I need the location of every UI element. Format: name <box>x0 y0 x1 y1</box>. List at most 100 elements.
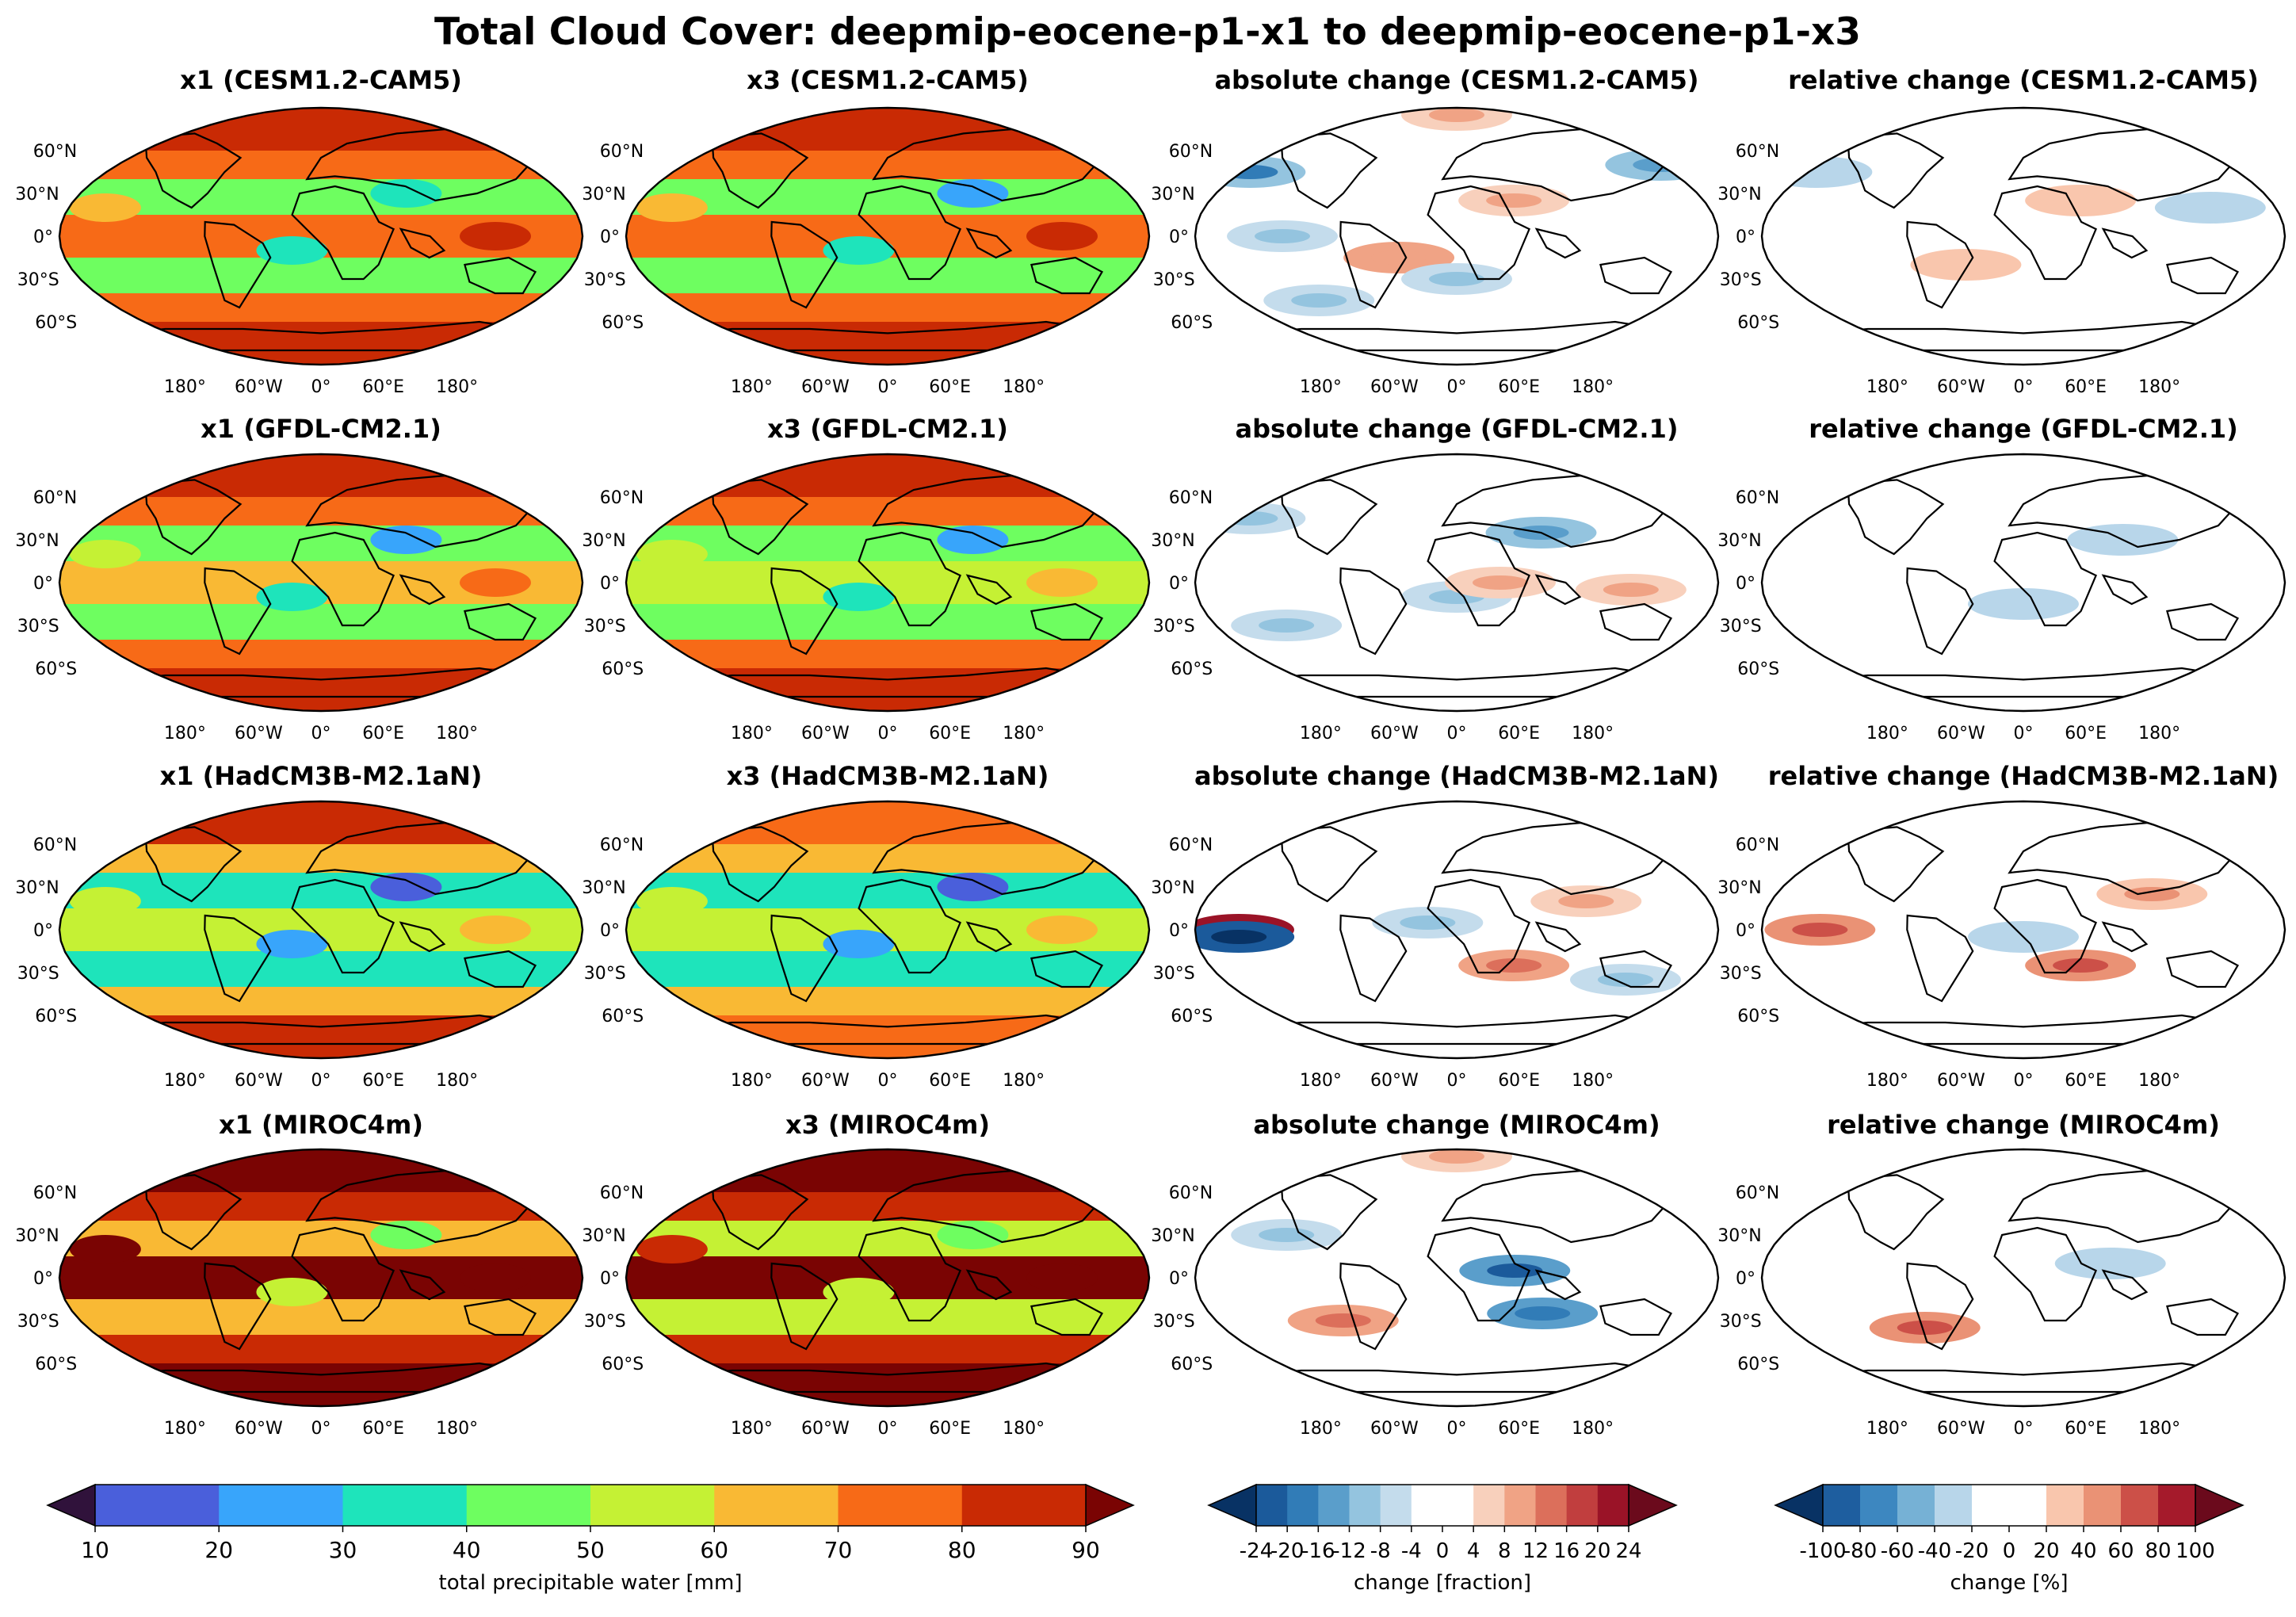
map-outline <box>1760 453 2286 713</box>
lat-tick-label: 60°S <box>35 1355 77 1374</box>
panel-title: relative change (CESM1.2-CAM5) <box>1788 65 2259 95</box>
map-outline <box>625 453 1151 713</box>
field-anomaly <box>937 179 1009 208</box>
coastline <box>305 128 537 202</box>
map-panel: x1 (CESM1.2-CAM5) 60°N 30°N 0° 30°S 60°S 180° 6… <box>15 65 584 397</box>
field-anomaly <box>370 873 442 901</box>
lat-tick-label: 60°N <box>1736 488 1779 508</box>
lon-tick-label: 180° <box>1003 724 1045 744</box>
map-outline <box>1760 106 2286 366</box>
coastline <box>965 921 1013 953</box>
coastline <box>711 132 809 209</box>
coastline <box>872 128 1104 202</box>
panel-grid: x1 (CESM1.2-CAM5) 60°N 30°N 0° 30°S 60°S 180° 6… <box>15 65 2286 1439</box>
coastline <box>464 602 537 641</box>
coastline <box>1906 1262 1974 1351</box>
colorbar-swatch <box>1935 1485 1973 1526</box>
colorbar-tick-label: -12 <box>1332 1539 1366 1563</box>
coastline <box>1225 667 1690 698</box>
panel-title: relative change (MIROC4m) <box>1827 1110 2220 1140</box>
lon-tick-label: 60°E <box>929 377 971 397</box>
lat-tick-label: 0° <box>1169 1269 1189 1289</box>
map-panel: absolute change (GFDL-CM2.1) 60°N 30°N 0° 30… <box>1151 414 1720 744</box>
coastline <box>1534 574 1582 606</box>
lon-tick-label: 60°W <box>1370 724 1419 744</box>
lon-tick-label: 0° <box>311 377 331 397</box>
map-outline <box>625 1148 1151 1408</box>
field-anomaly <box>823 1278 895 1306</box>
coastline <box>1427 185 1531 281</box>
colorbar-swatch <box>1411 1485 1443 1526</box>
field-anomaly <box>256 236 328 265</box>
lon-tick-label: 180° <box>436 377 478 397</box>
change-anomaly-core <box>1603 583 1659 597</box>
coastline <box>1441 128 1673 202</box>
lat-tick-label: 60°S <box>1171 313 1213 333</box>
latitude-band <box>59 179 583 215</box>
colorbar-tick-label: -20 <box>1270 1539 1304 1563</box>
coastline <box>965 227 1013 259</box>
latitude-band <box>626 322 1149 365</box>
field-anomaly <box>1026 916 1098 944</box>
colorbar-tick-label: 20 <box>2033 1539 2059 1563</box>
lat-tick-label: 0° <box>33 227 53 247</box>
latitude-band <box>59 640 583 668</box>
lon-tick-label: 60°E <box>362 377 404 397</box>
map-panel: x1 (GFDL-CM2.1) 60°N 30°N 0° 30°S 60°S 180° 60°… <box>15 414 584 744</box>
coastline <box>204 567 272 656</box>
change-anomaly-core <box>1486 958 1542 973</box>
colorbar-label: change [fraction] <box>1354 1571 1531 1595</box>
lon-tick-label: 60°E <box>929 1071 971 1091</box>
colorbar-tick-label: 80 <box>948 1537 976 1563</box>
lat-tick-label: 30°S <box>584 270 626 290</box>
field-anomaly <box>636 193 708 222</box>
coastline <box>770 1262 839 1351</box>
colorbar: 10 20 30 40 50 60 70 80 90 total precipitable wat… <box>46 1483 1135 1595</box>
lat-tick-label: 30°S <box>17 617 59 636</box>
coastline <box>2166 950 2240 988</box>
lon-tick-label: 60°E <box>362 1419 404 1439</box>
colorbar-swatch <box>219 1485 343 1526</box>
lon-tick-label: 180° <box>1300 724 1342 744</box>
lon-tick-label: 180° <box>1572 1071 1614 1091</box>
coastline <box>656 1014 1121 1046</box>
coastline <box>656 667 1121 698</box>
coastline <box>305 821 537 896</box>
coastline <box>858 878 962 974</box>
colorbar-swatch <box>1380 1485 1412 1526</box>
colorbar-over-triangle <box>1085 1483 1135 1527</box>
lat-tick-label: 30°S <box>17 1312 59 1332</box>
lat-tick-label: 60°N <box>1169 1183 1213 1203</box>
latitude-band <box>626 258 1149 293</box>
map-panel: x1 (MIROC4m) 60°N 30°N 0° 30°S 60°S 180° 60°W 0°… <box>15 1110 584 1439</box>
coastline <box>872 821 1104 896</box>
field-anomaly <box>460 1263 531 1292</box>
lat-tick-label: 60°N <box>600 488 644 508</box>
lon-tick-label: 180° <box>1866 377 1908 397</box>
lon-tick-label: 180° <box>1572 724 1614 744</box>
latitude-band <box>59 951 583 987</box>
lon-tick-label: 180° <box>731 1071 773 1091</box>
field-anomaly <box>460 222 531 250</box>
lon-tick-label: 0° <box>878 377 898 397</box>
map-outline <box>1760 1148 2286 1408</box>
colorbar-swatch <box>2046 1485 2084 1526</box>
coastline <box>204 1262 272 1351</box>
lon-tick-label: 180° <box>164 377 206 397</box>
coastline <box>1792 1362 2256 1393</box>
lat-tick-label: 60°S <box>1171 1007 1213 1026</box>
coastline <box>144 479 243 556</box>
colorbar: -100-80 -60 -40 -20 0 20 40 60 80 100 change [%] <box>1774 1483 2244 1595</box>
lon-tick-label: 60°E <box>1498 1419 1540 1439</box>
map-panel: x3 (GFDL-CM2.1) 60°N 30°N 0° 30°S 60°S 180° 60°… <box>582 414 1151 744</box>
colorbar-tick-label: 30 <box>329 1537 357 1563</box>
coastline <box>464 256 537 295</box>
lat-tick-label: 0° <box>1169 574 1189 594</box>
change-anomaly-core <box>1429 108 1484 122</box>
map-field <box>626 108 1149 365</box>
map-outline <box>1194 106 1720 366</box>
coastline <box>1280 826 1378 903</box>
change-anomaly-core <box>2182 201 2238 215</box>
latitude-band <box>59 108 583 151</box>
